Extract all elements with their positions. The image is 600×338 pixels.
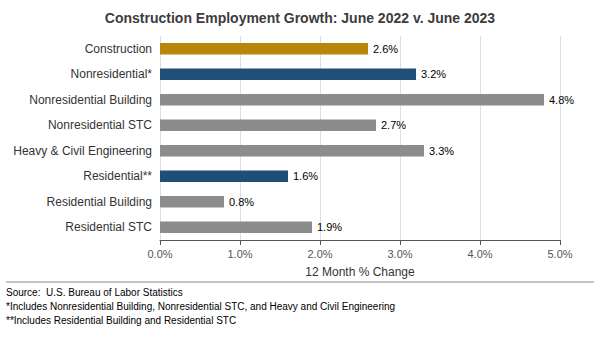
svg-text:**Includes Residential Buildin: **Includes Residential Building and Resi… xyxy=(6,315,236,326)
svg-text:Residential STC: Residential STC xyxy=(65,220,152,234)
svg-text:4.0%: 4.0% xyxy=(467,248,492,260)
svg-text:1.0%: 1.0% xyxy=(227,248,252,260)
svg-text:12 Month % Change: 12 Month % Change xyxy=(305,265,415,279)
svg-text:Construction: Construction xyxy=(85,42,152,56)
svg-text:3.3%: 3.3% xyxy=(429,145,454,157)
svg-text:Nonresidential*: Nonresidential* xyxy=(71,67,153,81)
svg-text:5.0%: 5.0% xyxy=(547,248,572,260)
svg-text:Residential Building: Residential Building xyxy=(47,195,152,209)
svg-text:Construction Employment Growth: Construction Employment Growth: June 202… xyxy=(105,10,495,26)
svg-text:Nonresidential STC: Nonresidential STC xyxy=(48,118,152,132)
svg-text:1.6%: 1.6% xyxy=(293,170,318,182)
svg-text:Heavy & Civil Engineering: Heavy & Civil Engineering xyxy=(13,144,152,158)
svg-text:2.0%: 2.0% xyxy=(307,248,332,260)
svg-text:2.6%: 2.6% xyxy=(373,43,398,55)
svg-text:Nonresidential Building: Nonresidential Building xyxy=(29,93,152,107)
svg-text:0.0%: 0.0% xyxy=(147,248,172,260)
svg-text:0.8%: 0.8% xyxy=(229,196,254,208)
svg-text:Source: U.S. Bureau of Labor: Source: U.S. Bureau of Labor Statistics xyxy=(6,287,183,298)
svg-text:Residential**: Residential** xyxy=(83,169,152,183)
svg-text:*Includes Nonresidential Build: *Includes Nonresidential Building, Nonre… xyxy=(6,301,395,312)
svg-text:4.8%: 4.8% xyxy=(549,94,574,106)
svg-text:2.7%: 2.7% xyxy=(381,119,406,131)
svg-text:3.0%: 3.0% xyxy=(387,248,412,260)
svg-text:1.9%: 1.9% xyxy=(317,221,342,233)
svg-text:3.2%: 3.2% xyxy=(421,68,446,80)
